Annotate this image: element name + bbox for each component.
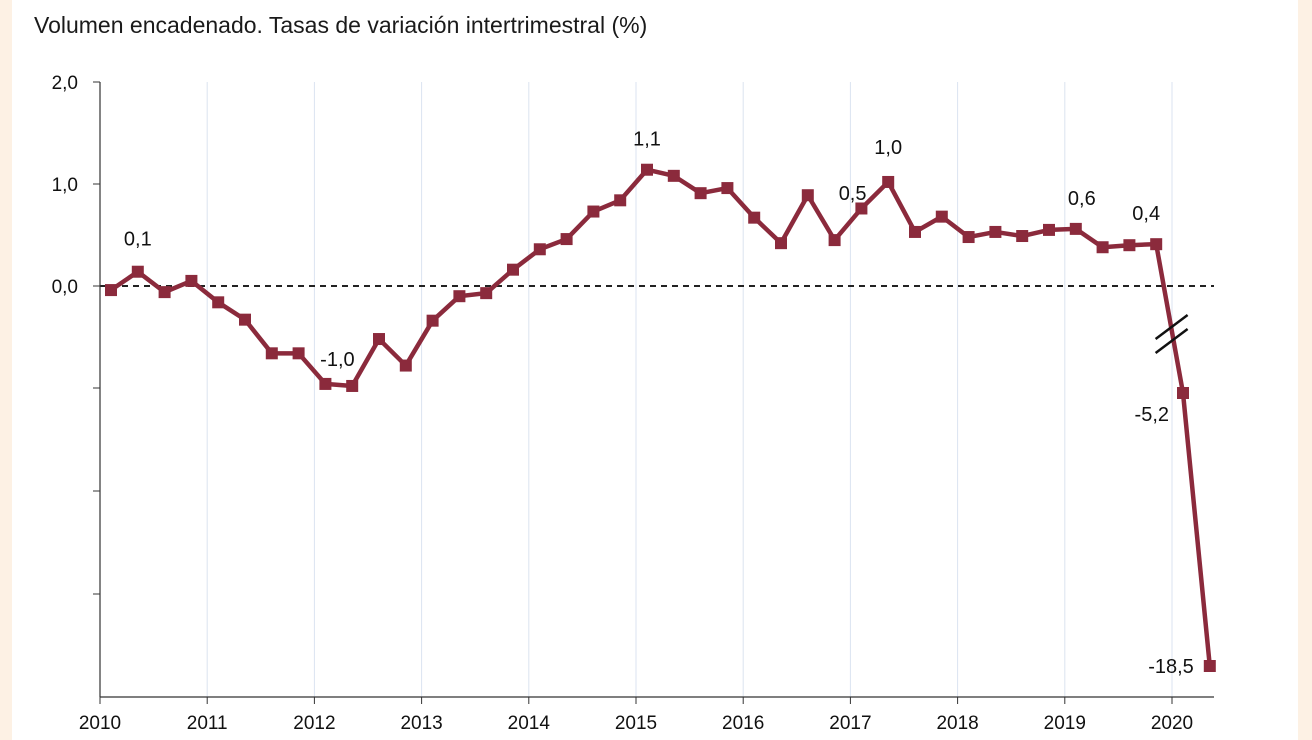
x-tick-label: 2011 [187,713,228,734]
data-point [882,175,895,188]
data-label: 0,1 [124,229,152,251]
grid-layer [100,82,1214,697]
data-point [319,377,332,390]
data-label: 0,6 [1068,188,1096,210]
data-point [828,234,841,247]
data-point [158,286,171,299]
data-point [507,263,519,276]
x-tick-label: 2016 [722,713,764,734]
data-point [292,347,305,360]
chart-panel: Volumen encadenado. Tasas de variación i… [12,0,1298,740]
line-chart: 2010 2011 2012 2013 2014 2015 2016 2017 2018 2019… [52,73,1216,734]
series-line [109,167,1213,667]
data-point [1096,241,1109,254]
data-point [453,290,466,303]
data-point [1069,222,1082,235]
x-tick-label: 2019 [1044,713,1086,734]
data-point [962,231,975,244]
axis-break-mark [1154,328,1189,354]
y-tick-label: 2,0 [52,73,78,94]
axis-break-mark [1154,314,1189,340]
data-point [1150,238,1163,251]
y-tick-label: 0,0 [52,277,78,298]
data-point [346,379,359,392]
x-tick-label: 2017 [829,713,871,734]
data-label: 0,4 [1132,203,1160,225]
data-label: 1,1 [633,129,661,151]
data-point [694,187,707,200]
data-point [614,194,627,207]
data-point [748,211,761,224]
data-point [185,274,198,287]
data-label: -18,5 [1148,656,1194,678]
data-point [855,202,868,215]
x-tick-label: 2018 [936,713,978,734]
data-point [935,210,948,223]
data-point [265,347,278,360]
axis-layer: 2010 2011 2012 2013 2014 2015 2016 2017 2018 2019… [52,73,1214,734]
data-point [131,265,144,278]
data-point [426,314,439,327]
data-point [641,163,653,176]
x-tick-label: 2020 [1151,713,1193,734]
data-point [105,284,117,297]
data-point [989,225,1002,238]
data-point [667,169,680,182]
data-point [775,237,787,250]
x-tick-label: 2013 [400,713,442,734]
data-label: 0,5 [839,183,867,205]
x-tick-label: 2014 [508,713,551,734]
data-point [1123,239,1136,252]
data-point [1177,387,1189,399]
data-point [801,189,814,202]
data-point [239,313,251,326]
data-point [373,333,385,346]
y-tick-label: 1,0 [52,175,78,196]
data-point [480,287,493,300]
label-layer: 0,1 -1,0 1,1 0,5 1,0 0,6 0,4 -5,2 -18,5 [124,129,1194,678]
x-tick-label: 2012 [293,713,335,734]
data-point [909,225,921,238]
data-point [533,243,546,256]
data-point [1016,230,1029,243]
data-point [587,205,600,218]
chart-title: Volumen encadenado. Tasas de variación i… [34,12,648,38]
x-tick-label: 2010 [79,713,121,734]
data-point [1203,660,1216,672]
data-point [399,359,412,372]
data-label: 1,0 [874,137,902,159]
data-point [721,182,734,195]
series-layer [105,163,1216,672]
data-point [212,296,225,309]
data-point [1043,223,1055,236]
data-point [560,233,573,246]
data-label: -1,0 [320,349,354,371]
data-label: -5,2 [1135,404,1169,426]
x-tick-label: 2015 [615,713,657,734]
